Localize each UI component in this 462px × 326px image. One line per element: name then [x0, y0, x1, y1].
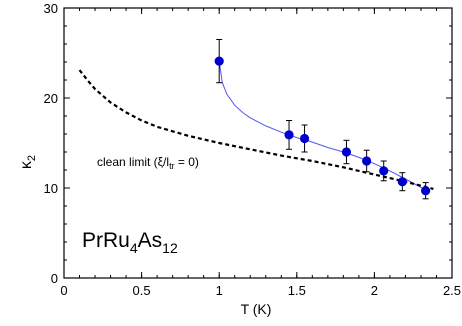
- clean-limit-suffix: = 0): [175, 155, 199, 169]
- x-tick-label: 1: [216, 283, 223, 298]
- y-axis-label-main: κ: [18, 160, 35, 169]
- compound-part-1: PrRu: [82, 229, 130, 252]
- compound-label: PrRu4As12: [82, 229, 178, 256]
- data-point: [362, 156, 372, 166]
- y-tick-label: 10: [44, 181, 58, 196]
- data-points: [214, 39, 431, 200]
- y-axis-ticks: 0 10 20 30: [44, 1, 452, 286]
- clean-limit-curve: [78, 69, 434, 190]
- compound-sub-1: 4: [130, 240, 138, 256]
- y-tick-label: 20: [44, 91, 58, 106]
- data-point: [284, 130, 294, 140]
- clean-limit-sub: tr: [169, 161, 175, 171]
- data-point: [299, 133, 310, 144]
- x-tick-label: 0: [60, 283, 67, 298]
- x-axis-ticks: 0 0.5 1 1.5 2 2.5: [60, 8, 461, 298]
- plot-border: [63, 7, 453, 279]
- fit-curve: [218, 61, 426, 191]
- y-tick-label: 0: [51, 271, 58, 286]
- clean-limit-prefix: clean limit (ξ/l: [97, 155, 169, 169]
- x-tick-label: 2.5: [443, 283, 461, 298]
- x-axis-label: T (K): [241, 301, 272, 317]
- y-tick-label: 30: [44, 1, 58, 16]
- x-tick-label: 2: [371, 283, 378, 298]
- data-point: [397, 177, 407, 187]
- clean-limit-annotation: clean limit (ξ/ltr = 0): [97, 155, 199, 171]
- y-axis-label-sub: 2: [26, 155, 38, 161]
- x-tick-label: 0.5: [133, 283, 151, 298]
- data-point: [421, 186, 431, 196]
- data-point: [379, 166, 389, 176]
- compound-part-2: As: [138, 229, 163, 252]
- plot-frame: [63, 7, 453, 279]
- data-point: [341, 147, 352, 157]
- y-axis-label: κ2: [18, 155, 38, 169]
- x-tick-label: 1.5: [288, 283, 306, 298]
- curves: [78, 61, 434, 191]
- compound-sub-2: 12: [162, 240, 178, 256]
- data-point: [214, 56, 224, 66]
